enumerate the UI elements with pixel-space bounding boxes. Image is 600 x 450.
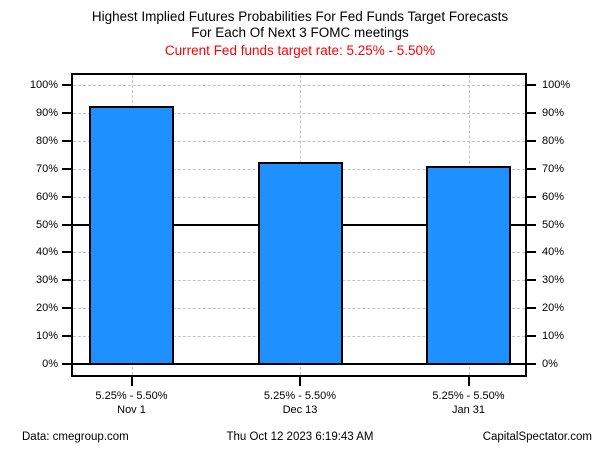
y-axis-tick-left: [62, 84, 71, 86]
y-axis-label-right: 100%: [542, 79, 571, 91]
y-axis-tick-left: [62, 335, 71, 338]
y-axis-label-left: 90%: [35, 106, 58, 119]
chart-title-line1: Highest Implied Futures Probabilities Fo…: [91, 9, 509, 24]
bar: [257, 162, 343, 365]
y-axis-tick-right: [527, 223, 536, 226]
y-axis-tick-left: [62, 251, 71, 254]
y-axis-tick-left: [62, 195, 71, 198]
plot-area: [71, 73, 527, 377]
x-axis-tick: [130, 377, 133, 386]
y-axis-label-right: 0%: [542, 358, 558, 370]
y-axis-tick-left: [62, 139, 71, 142]
data-source-label: Data: cmegroup.com: [22, 431, 129, 443]
bar: [89, 106, 174, 365]
bar: [426, 166, 511, 365]
x-axis-label-date: Jan 31: [451, 404, 486, 416]
y-axis-label-left: 10%: [35, 330, 58, 343]
y-axis-label-left: 50%: [35, 218, 58, 231]
x-axis-tick: [467, 377, 470, 386]
y-axis-tick-right: [527, 251, 536, 254]
y-axis-tick-left: [62, 111, 71, 114]
x-axis-label-rate: 5.25% - 5.50%: [263, 390, 337, 402]
y-axis-tick-right: [527, 111, 536, 114]
y-axis-label-right: 10%: [542, 330, 565, 343]
y-axis-tick-right: [527, 139, 536, 142]
y-axis-tick-right: [527, 167, 536, 170]
y-axis-tick-left: [62, 363, 71, 365]
gridline-horizontal: [73, 140, 525, 142]
y-axis-label-left: 30%: [35, 274, 58, 287]
y-axis-label-right: 20%: [542, 302, 565, 315]
y-axis-tick-left: [62, 279, 71, 282]
y-axis-tick-left: [62, 223, 71, 226]
y-axis-label-left: 0%: [42, 358, 58, 370]
x-axis-label-date: Nov 1: [117, 404, 146, 416]
y-axis-label-right: 30%: [542, 274, 565, 287]
timestamp-label: Thu Oct 12 2023 6:19:43 AM: [226, 431, 374, 443]
site-credit-label: CapitalSpectator.com: [482, 431, 592, 443]
y-axis-label-right: 90%: [542, 106, 565, 119]
y-axis-tick-right: [527, 307, 536, 310]
y-axis-label-right: 60%: [542, 190, 565, 203]
x-axis-tick: [299, 377, 301, 386]
y-axis-label-left: 20%: [35, 302, 58, 315]
chart-title-line2: For Each Of Next 3 FOMC meetings: [191, 25, 409, 40]
x-axis-label-date: Dec 13: [282, 404, 318, 416]
y-axis-label-left: 80%: [35, 134, 58, 147]
y-axis-label-right: 80%: [542, 134, 565, 147]
y-axis-label-left: 60%: [35, 190, 58, 203]
y-axis-label-left: 100%: [29, 79, 58, 91]
chart-subtitle: Current Fed funds target rate: 5.25% - 5…: [164, 43, 436, 58]
y-axis-tick-right: [527, 84, 536, 86]
y-axis-label-right: 40%: [542, 246, 565, 259]
x-axis-label-rate: 5.25% - 5.50%: [95, 390, 168, 402]
y-axis-label-left: 40%: [35, 246, 58, 259]
y-axis-label-right: 70%: [542, 162, 565, 175]
gridline-horizontal: [73, 85, 525, 86]
y-axis-tick-left: [62, 167, 71, 170]
y-axis-tick-right: [527, 363, 536, 365]
y-axis-tick-right: [527, 195, 536, 198]
y-axis-label-right: 50%: [542, 218, 565, 231]
y-axis-tick-right: [527, 335, 536, 338]
gridline-horizontal: [73, 112, 525, 114]
y-axis-label-left: 70%: [35, 162, 58, 175]
y-axis-tick-right: [527, 279, 536, 282]
x-axis-label-rate: 5.25% - 5.50%: [432, 390, 505, 402]
y-axis-tick-left: [62, 307, 71, 310]
